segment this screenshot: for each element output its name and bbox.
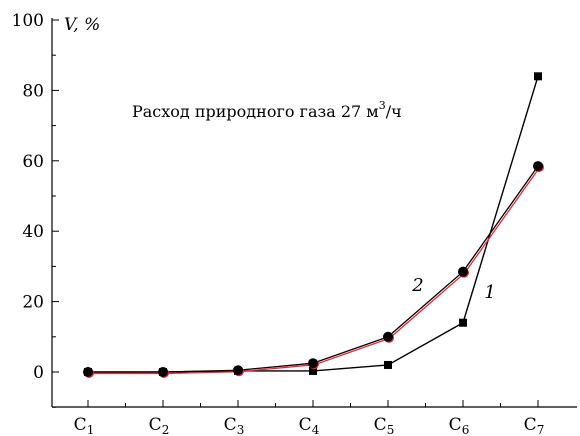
y-tick-label: 80 <box>22 81 44 101</box>
annotation-superscript: 3 <box>379 99 386 112</box>
series-2-point <box>383 331 393 342</box>
series-1-point <box>309 366 317 375</box>
x-axis-ticks: C1 C2 C3 C4 C5 C6 C7 <box>74 400 545 436</box>
series-1-label: 1 <box>484 282 495 303</box>
y-tick-label: 40 <box>22 222 44 242</box>
series-2-point <box>233 365 243 376</box>
annotation-text: Расход природного газа 27 м <box>132 102 379 121</box>
series-2-point <box>308 358 318 369</box>
y-tick-label: 60 <box>22 152 44 172</box>
series-2-point <box>83 367 93 377</box>
series-2-point <box>458 266 468 277</box>
y-axis-ticks: 0 20 40 60 80 100 <box>12 11 59 408</box>
x-tick-label: C2 <box>149 415 170 436</box>
y-tick-label: 20 <box>22 293 44 313</box>
y-tick-label: 100 <box>12 11 44 31</box>
series-2-red-line <box>89 167 541 375</box>
series-layer: 12 <box>83 72 544 378</box>
x-tick-label: C5 <box>374 415 395 436</box>
y-tick-label: 0 <box>33 363 44 383</box>
y-axis-label: V, % <box>64 15 100 35</box>
series-2-label: 2 <box>411 275 423 296</box>
series-2-point <box>158 367 168 377</box>
x-tick-label: C4 <box>299 415 320 436</box>
axes <box>51 18 577 408</box>
x-tick-label: C7 <box>524 415 545 436</box>
series-2-line <box>88 165 539 373</box>
series-1-point <box>534 72 542 81</box>
series-2-point <box>533 161 543 172</box>
x-tick-label: C1 <box>74 415 95 436</box>
x-tick-label: C3 <box>224 415 245 436</box>
chart-annotation: Расход природного газа 27 м3/ч <box>132 99 402 121</box>
series-1-point <box>459 318 467 327</box>
series-1-point <box>384 360 392 369</box>
x-tick-label: C6 <box>449 415 470 436</box>
annotation-suffix: /ч <box>386 102 402 121</box>
